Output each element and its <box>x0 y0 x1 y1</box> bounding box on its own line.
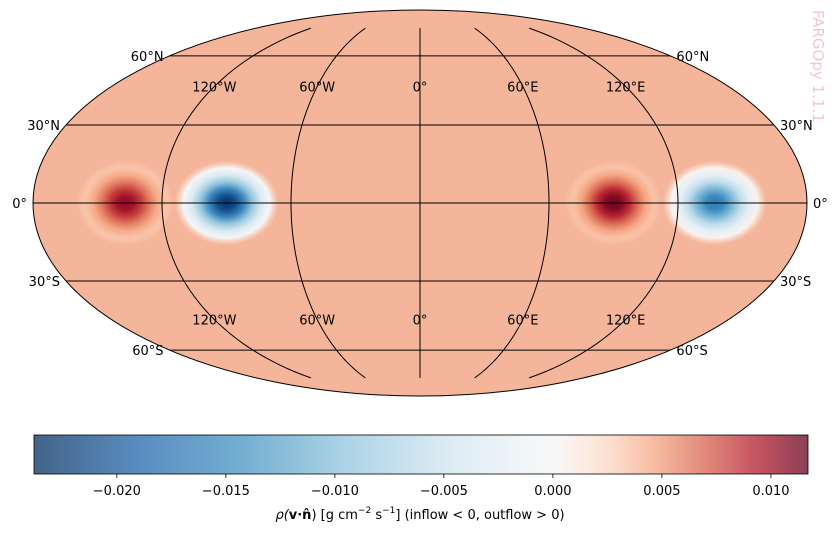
colorbar-gradient <box>33 434 809 475</box>
lon-label: 60°E <box>507 80 538 95</box>
lat-label-left: 60°N <box>131 50 164 65</box>
lon-label: 60°E <box>507 314 538 329</box>
meridian-line <box>474 27 550 379</box>
colorbar-tick-label: −0.020 <box>93 484 141 499</box>
lat-label-right: 60°N <box>676 50 709 65</box>
watermark: FARGOpy 1.1.1 <box>809 10 827 123</box>
longitude-labels: 120°W 120°W 60°W 60°W 0° 0° 60°E 60°E 120°E 120°E <box>192 80 645 328</box>
meridian-line <box>529 27 679 379</box>
map-outline <box>32 9 808 397</box>
lon-label: 0° <box>413 314 428 329</box>
lat-label-right: 30°N <box>780 119 813 134</box>
colorbar-tick-label: −0.005 <box>420 484 468 499</box>
lat-label-left: 60°S <box>132 344 163 359</box>
colorbar: −0.020 −0.015 −0.010 −0.005 0.000 0.005 0.010 … <box>33 434 809 523</box>
lon-label: 120°W <box>192 80 236 95</box>
colorbar-ticks: −0.020 −0.015 −0.010 −0.005 0.000 0.005 0.010 <box>93 474 790 499</box>
colorbar-tick-label: 0.010 <box>752 484 789 499</box>
colorbar-label: ρ(v·n̂) [g cm−2 s−1] (inflow < 0, outflo… <box>275 506 564 523</box>
lat-label-left: 30°S <box>29 275 60 290</box>
lon-label: 120°E <box>606 80 646 95</box>
meridian-line <box>161 27 311 379</box>
lon-label: 120°W <box>192 314 236 329</box>
lon-label: 60°W <box>299 80 335 95</box>
colorbar-tick-label: −0.015 <box>202 484 250 499</box>
lat-label-right: 0° <box>813 197 828 212</box>
lat-label-right: 30°S <box>780 275 811 290</box>
lon-label: 60°W <box>299 314 335 329</box>
lat-label-left: 0° <box>12 197 27 212</box>
graticule <box>33 27 807 379</box>
lat-label-right: 60°S <box>676 344 707 359</box>
colorbar-tick-label: 0.005 <box>643 484 680 499</box>
lon-label: 0° <box>413 80 428 95</box>
meridian-line <box>290 27 366 379</box>
colorbar-tick-label: 0.000 <box>534 484 571 499</box>
colorbar-tick-label: −0.010 <box>311 484 359 499</box>
lon-label: 120°E <box>606 314 646 329</box>
lat-label-left: 30°N <box>27 119 60 134</box>
latitude-labels: 60°N 60°N 30°N 30°N 0° 0° 30°S 30°S 60°S 60°S <box>12 50 828 359</box>
